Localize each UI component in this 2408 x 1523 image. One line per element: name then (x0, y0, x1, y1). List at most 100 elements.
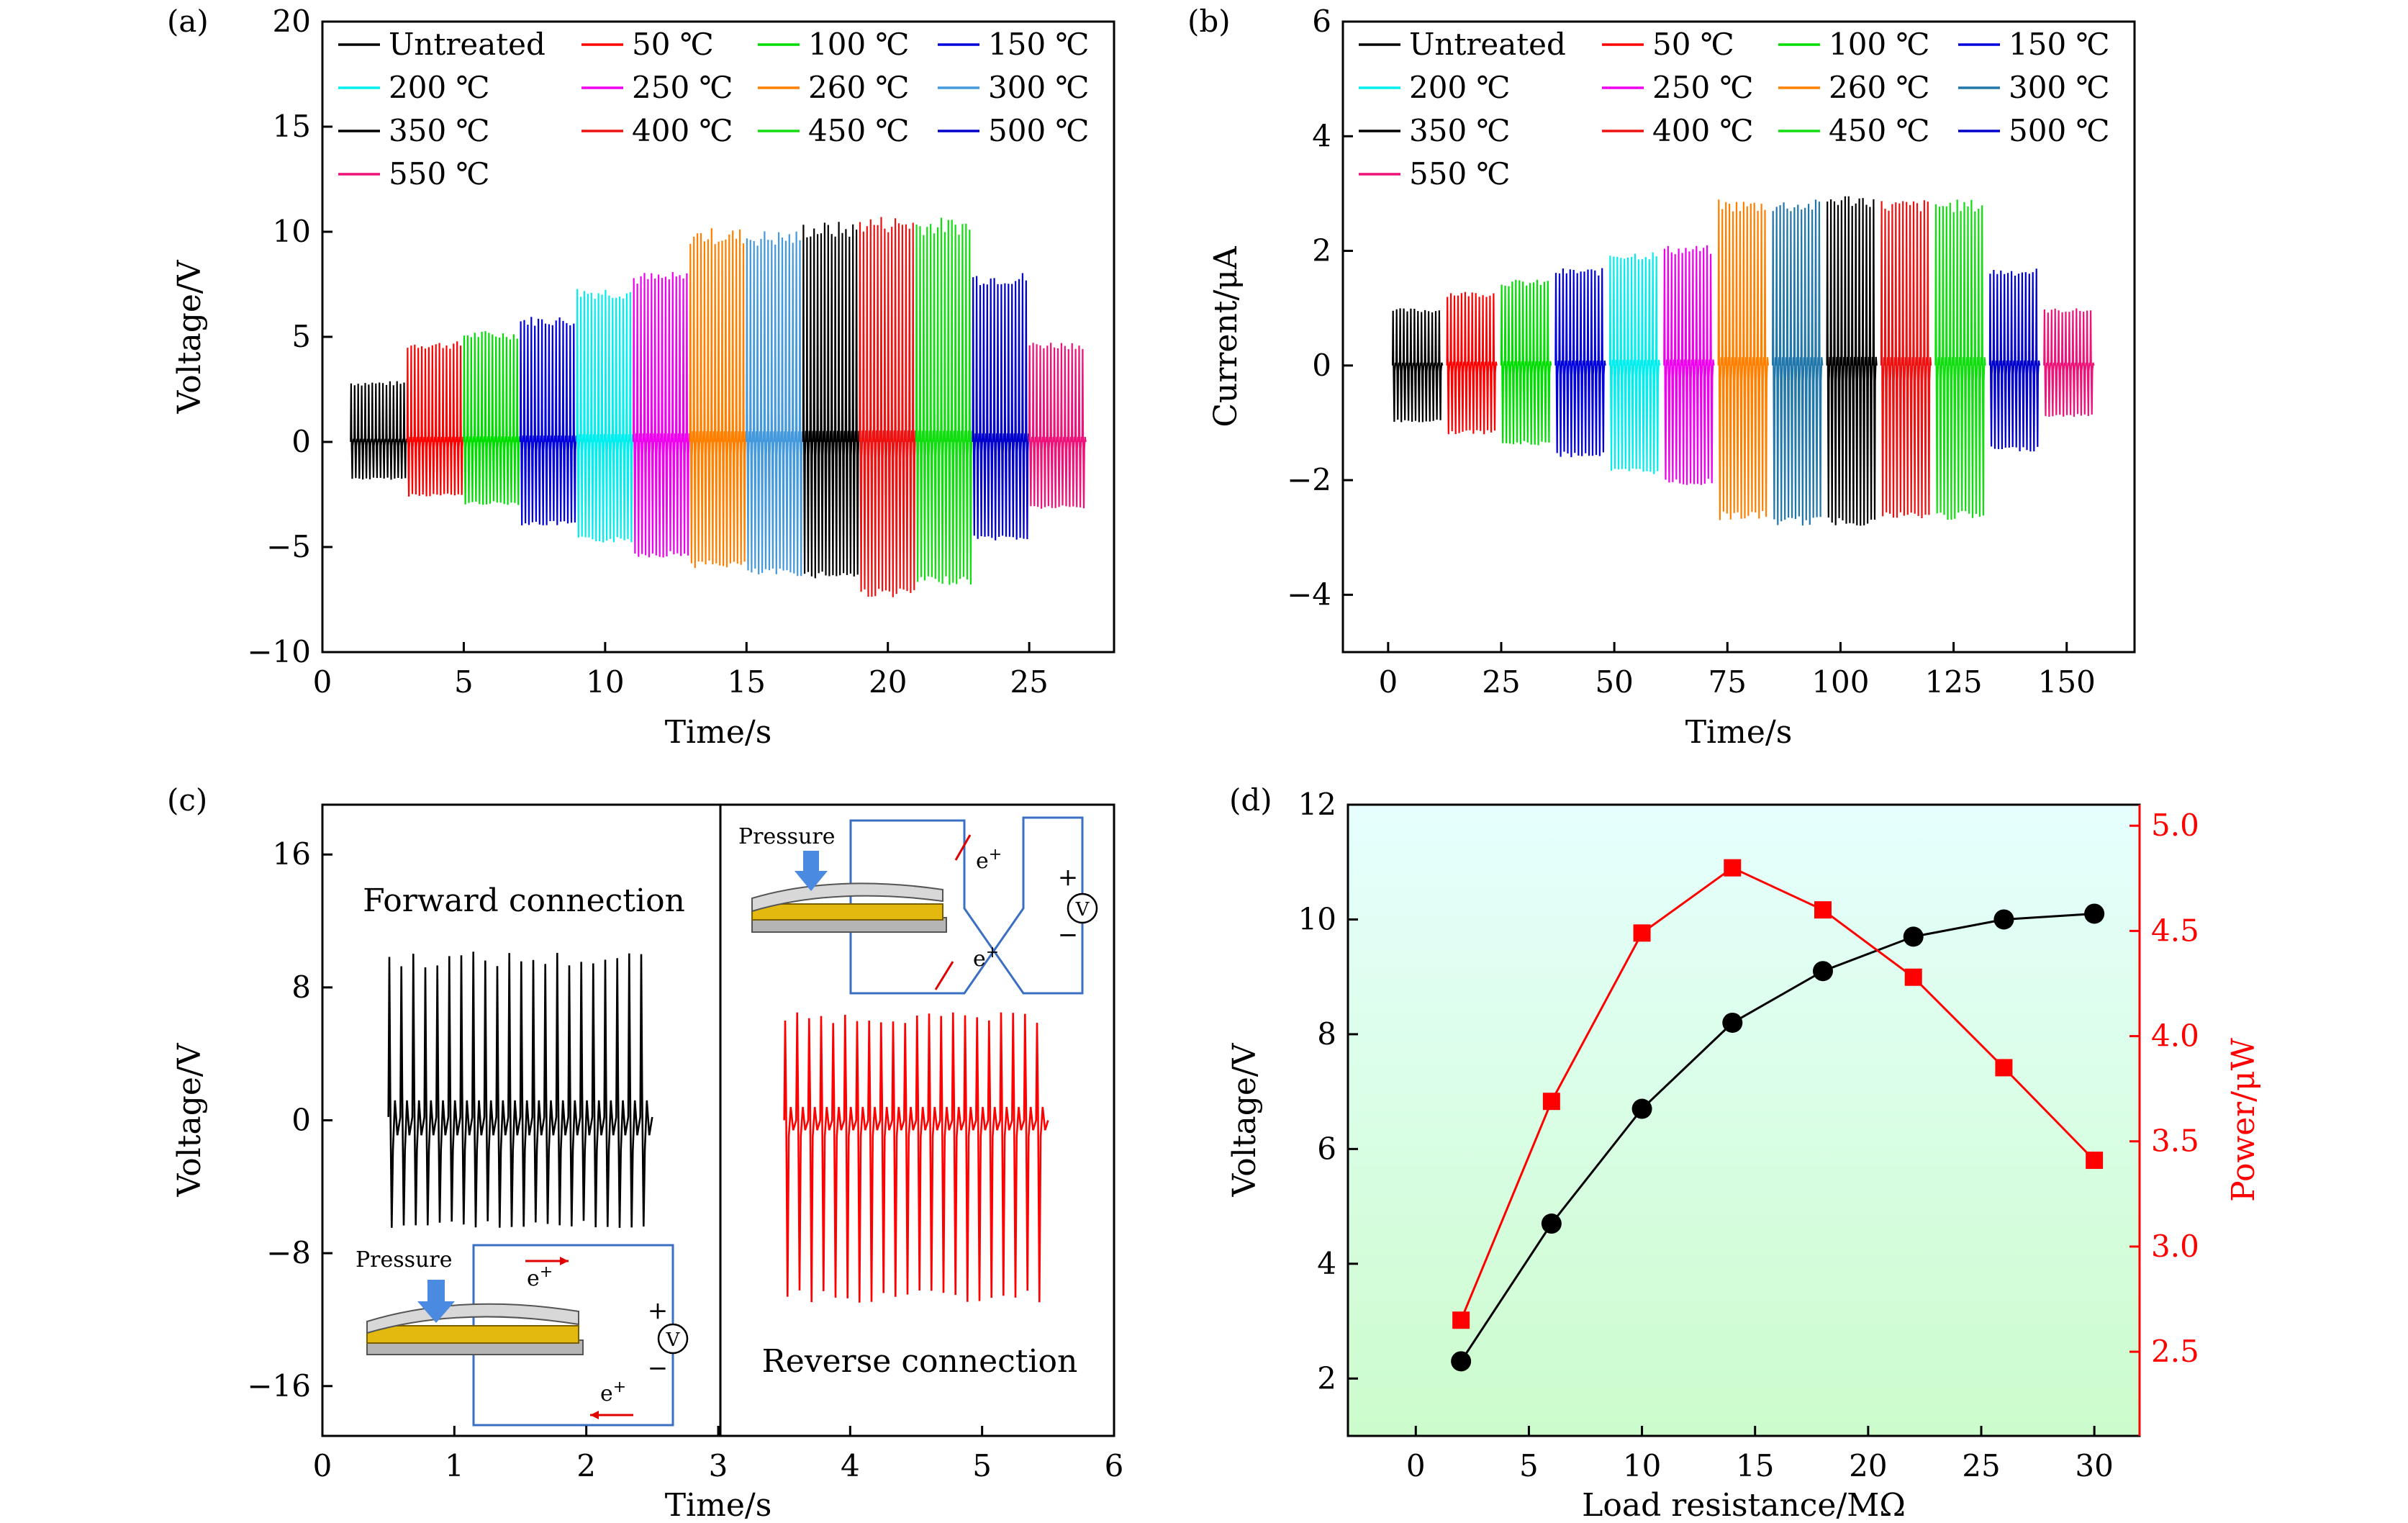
panel-a-series-7 (746, 231, 804, 577)
panel-a-x-tick-label: 5 (454, 664, 474, 700)
panel-b-ticks: 0 25 50 75 100 125 150 −4 −2 0 2 4 6 (1287, 4, 2096, 700)
panel-c: (c) Forward connection Reverse connectio… (167, 782, 1123, 1523)
reverse-connection-inset: Pressure e+ e+ V + − (738, 816, 1098, 995)
panel-b-plot-area (1392, 196, 2095, 526)
panel-d-background (1348, 805, 2140, 1436)
panel-c-x-tick-label: 3 (709, 1448, 728, 1483)
panel-c-plot-area (387, 952, 1049, 1303)
panel-b-legend-label: 550 ℃ (1409, 156, 1511, 191)
panel-a-legend-label: 100 ℃ (808, 27, 910, 62)
panel-b-series-4 (1608, 252, 1661, 474)
panel-d-plot-area (1451, 859, 2105, 1372)
panel-a-legend-label: 150 ℃ (988, 27, 1090, 62)
panel-c-x-axis-title: Time/s (665, 1487, 772, 1523)
panel-a-legend-label: 300 ℃ (988, 70, 1090, 105)
panel-a-y-tick-label: 15 (273, 109, 311, 144)
panel-b-series-6 (1717, 199, 1769, 520)
panel-d-ticks: 0 5 10 15 20 25 30 2 4 6 8 10 12 2.5 3.0 3.5 4.0 4.5 5.0 (1298, 787, 2199, 1483)
panel-b-legend-label: 100 ℃ (1829, 27, 1930, 62)
panel-a-x-tick-label: 20 (869, 664, 907, 700)
panel-a-series-0 (350, 381, 408, 480)
panel-c-y-tick-label: 8 (291, 970, 311, 1005)
panel-b-series-10 (1934, 199, 1986, 520)
panel-a-legend-label: 260 ℃ (808, 70, 910, 105)
panel-c-x-tick-label: 2 (576, 1448, 596, 1483)
panel-b: (b) 0 25 50 75 100 125 150 −4 −2 0 2 4 6 Untreated 50… (1187, 4, 2136, 751)
panel-b-series-11 (1988, 268, 2041, 452)
panel-b-legend: Untreated 50 ℃ 100 ℃ 150 ℃ 200 ℃ 250 ℃ 260 ℃ 30… (1359, 27, 2110, 191)
panel-a-y-tick-label: −10 (247, 634, 311, 669)
panel-d-power-point (1633, 924, 1651, 942)
panel-d-x-tick-label: 15 (1736, 1448, 1774, 1483)
panel-a-y-tick-label: 10 (273, 214, 311, 249)
panel-a-series-6 (689, 228, 748, 569)
panel-b-series-1 (1446, 292, 1498, 435)
panel-d-x-tick-label: 10 (1623, 1448, 1661, 1483)
panel-b-x-tick-label: 150 (2038, 664, 2096, 700)
panel-b-legend-label: 200 ℃ (1409, 70, 1511, 105)
reverse-voltmeter-icon (1067, 892, 1098, 924)
panel-b-series-2 (1500, 279, 1552, 446)
panel-b-y-axis-title: Current/μA (1208, 245, 1244, 428)
panel-c-x-tick-label: 4 (841, 1448, 860, 1483)
reverse-electron-arrow-bottom (934, 961, 954, 990)
panel-d-y-tick-label: 6 (1317, 1131, 1336, 1166)
forward-electron-label-top: e+ (527, 1263, 553, 1291)
panel-d-line-voltage (1459, 913, 2095, 1362)
reverse-plus-label: + (1058, 863, 1079, 892)
panel-b-series-9 (1880, 200, 1932, 519)
panel-a-y-axis-title: Voltage/V (171, 259, 208, 414)
panel-a-y-tick-label: 5 (291, 319, 311, 354)
panel-d-power-point (2086, 1152, 2104, 1170)
panel-d-y2-tick-label: 3.0 (2151, 1229, 2199, 1264)
panel-a-y-tick-label: −5 (266, 529, 311, 564)
panel-a-legend-label: 450 ℃ (808, 113, 910, 148)
panel-c-y-tick-label: 0 (291, 1103, 311, 1138)
panel-b-legend-label: 50 ℃ (1652, 27, 1734, 62)
panel-d-power-point (1904, 968, 1922, 986)
panel-d-line-power (1459, 866, 2096, 1321)
reverse-pressure-label: Pressure (738, 824, 836, 849)
panel-b-legend-label: 500 ℃ (2009, 113, 2110, 148)
panel-a-x-tick-label: 25 (1010, 664, 1048, 700)
panel-b-legend-label: 400 ℃ (1652, 113, 1754, 148)
panel-d-y-tick-label: 4 (1317, 1246, 1336, 1281)
reverse-electron-label-top: e+ (976, 846, 1002, 874)
panel-d-x-tick-label: 0 (1406, 1448, 1426, 1483)
forward-pressure-label: Pressure (356, 1247, 453, 1273)
panel-b-y-tick-label: 0 (1312, 348, 1331, 383)
reverse-voltmeter-label: V (1075, 899, 1090, 921)
panel-b-x-tick-label: 0 (1378, 664, 1398, 700)
panel-d-voltage-point (1903, 926, 1924, 947)
panel-b-series-0 (1392, 308, 1444, 422)
forward-connection-label: Forward connection (363, 882, 685, 919)
panel-c-x-tick-label: 6 (1105, 1448, 1124, 1483)
panel-c-y-axis-title: Voltage/V (171, 1042, 208, 1197)
panel-b-series-8 (1826, 196, 1878, 526)
panel-a-x-tick-label: 10 (586, 664, 624, 700)
panel-d-power-point (1814, 901, 1832, 919)
panel-a-x-tick-label: 15 (728, 664, 766, 700)
panel-d-power-point (1542, 1093, 1560, 1111)
panel-d-y-tick-label: 8 (1317, 1016, 1336, 1052)
reverse-electron-label-bottom: e+ (973, 944, 999, 972)
reverse-connection-label: Reverse connection (762, 1343, 1078, 1380)
reverse-circuit-wire (849, 816, 1084, 995)
panel-b-legend-label: 450 ℃ (1829, 113, 1930, 148)
forward-connection-inset: Pressure e+ e+ V + − (356, 1244, 689, 1427)
panel-a-legend: Untreated 50 ℃ 100 ℃ 150 ℃ 200 ℃ 250 ℃ 260 ℃ 30… (338, 27, 1090, 191)
panel-a-series-4 (576, 289, 635, 543)
panel-a-series-1 (406, 341, 465, 497)
panel-a-plot-area (350, 217, 1087, 597)
panel-b-x-tick-label: 125 (1924, 664, 1982, 700)
panel-a-ticks: 0 5 10 15 20 25 −10 −5 0 5 10 15 20 (247, 4, 1049, 700)
panel-d-power-point (1452, 1311, 1470, 1329)
panel-d-y-tick-label: 10 (1298, 901, 1336, 936)
panel-b-series-12 (2043, 308, 2095, 417)
panel-a-series-9 (859, 217, 918, 597)
panel-c-x-tick-label: 5 (972, 1448, 992, 1483)
panel-b-frame (1341, 20, 2136, 654)
panel-a-series-2 (463, 331, 522, 505)
panel-b-legend-label: 300 ℃ (2009, 70, 2110, 105)
